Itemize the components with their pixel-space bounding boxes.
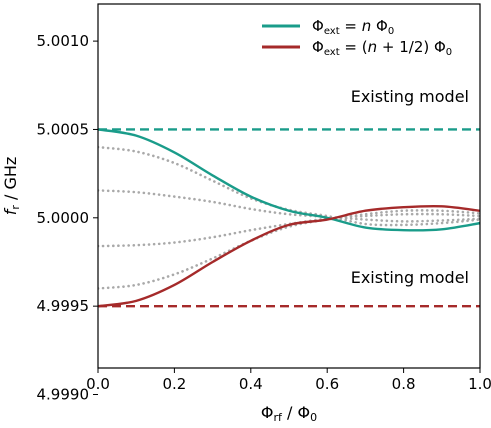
plot-frame xyxy=(97,3,481,369)
y-axis-label: fr / GHz xyxy=(1,157,22,216)
y-tick-label: 5.0005 xyxy=(37,120,90,138)
y-tick-label: 4.9990 xyxy=(37,386,90,404)
x-tick-label: 0.0 xyxy=(86,375,110,393)
legend-label-n: Φext = n Φ0 xyxy=(312,17,394,37)
x-tick-label: 0.4 xyxy=(239,375,263,393)
y-tick-label: 5.0010 xyxy=(37,32,90,50)
y-tick-label: 5.0000 xyxy=(37,209,90,227)
y-tick-label: 4.9995 xyxy=(37,297,90,315)
series-line-1 xyxy=(98,204,480,308)
dotted-series-5 xyxy=(98,209,480,290)
legend: Φext = n Φ0 Φext = (n + 1/2) Φ0 xyxy=(262,17,452,58)
x-tick-label: 1.0 xyxy=(468,375,491,393)
x-tick-label: 0.6 xyxy=(315,375,339,393)
dotted-series-2 xyxy=(98,145,480,227)
x-axis-label: Φrf / Φ0 xyxy=(261,403,317,424)
x-tick-label: 0.2 xyxy=(162,375,186,393)
dotted-series-3 xyxy=(98,189,480,223)
annotation-existing-model-top: Existing model xyxy=(351,87,469,106)
x-tick-label: 0.8 xyxy=(392,375,416,393)
annotation-existing-model-bottom: Existing model xyxy=(351,268,469,287)
legend-label-half: Φext = (n + 1/2) Φ0 xyxy=(312,38,452,58)
series-line-0 xyxy=(98,128,480,232)
